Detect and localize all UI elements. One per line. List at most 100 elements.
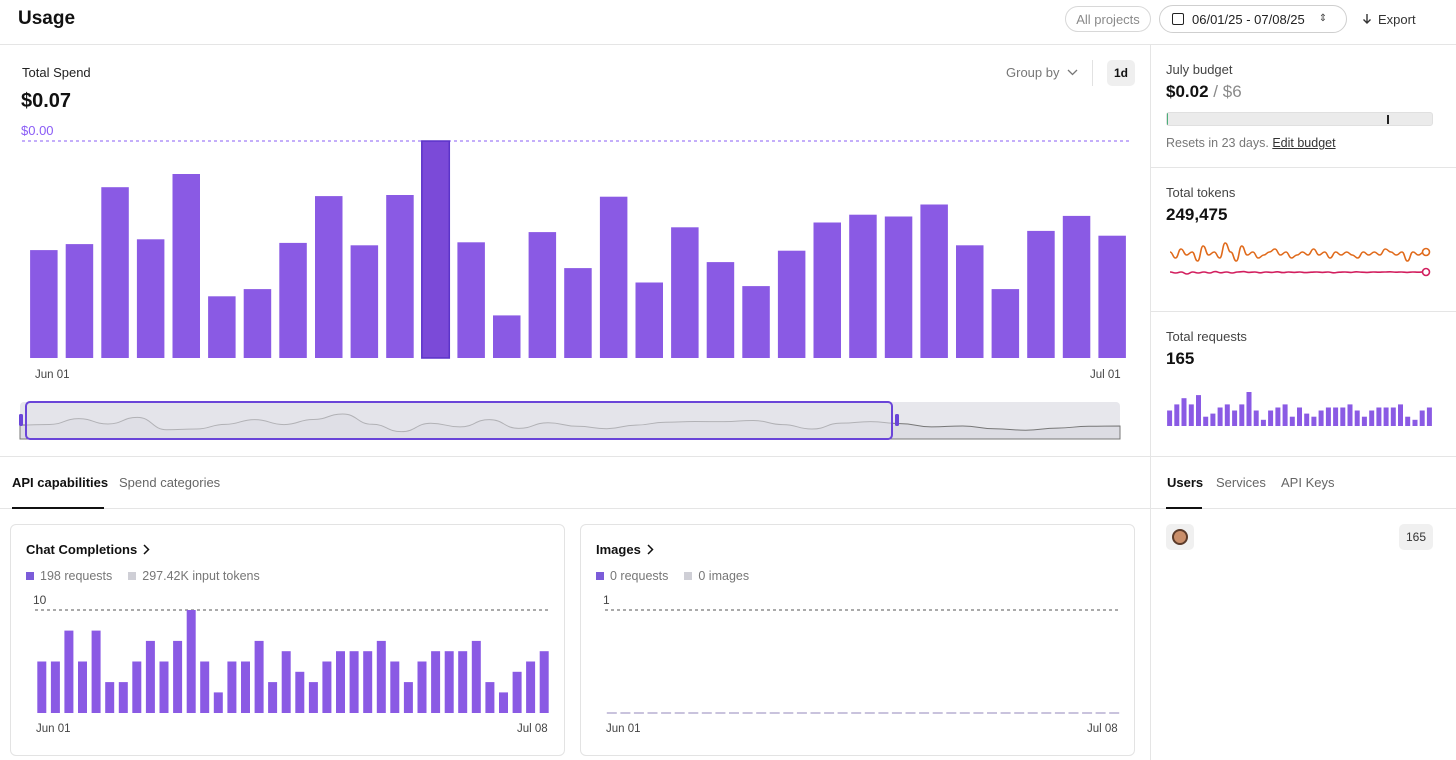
chat-bar[interactable] [241, 661, 250, 714]
images-bar[interactable] [987, 712, 997, 714]
spend-bar[interactable] [30, 250, 58, 358]
spend-bar[interactable] [849, 214, 877, 358]
images-bar[interactable] [932, 712, 943, 714]
images-bar[interactable] [810, 712, 821, 714]
chat-bar[interactable] [308, 682, 318, 713]
chat-bar[interactable] [403, 682, 413, 713]
spend-bar[interactable] [706, 262, 735, 358]
chat-bar[interactable] [363, 651, 373, 713]
chat-bar[interactable] [431, 651, 441, 713]
spend-bar[interactable] [493, 315, 521, 358]
images-bar[interactable] [851, 712, 862, 714]
images-bar[interactable] [1068, 712, 1079, 714]
images-bar[interactable] [701, 712, 712, 714]
spend-bar[interactable] [884, 216, 913, 359]
spend-bar[interactable] [315, 196, 343, 358]
chat-bar[interactable] [390, 661, 400, 714]
chat-bar[interactable] [444, 651, 454, 713]
images-bar[interactable] [688, 712, 699, 714]
images-bar[interactable] [756, 712, 767, 714]
chat-bar[interactable] [376, 640, 386, 713]
spend-bar[interactable] [101, 187, 129, 358]
images-bar[interactable] [946, 712, 957, 714]
chat-bar[interactable] [458, 651, 468, 713]
images-bar[interactable] [647, 712, 658, 714]
images-bar[interactable] [878, 712, 889, 714]
chat-bar[interactable] [336, 651, 345, 713]
spend-bar[interactable] [386, 195, 414, 358]
granularity-toggle[interactable]: 1d [1107, 60, 1135, 86]
spend-bar[interactable] [208, 296, 236, 358]
images-bar[interactable] [729, 712, 739, 714]
chat-bar[interactable] [213, 692, 223, 713]
group-by-dropdown[interactable]: Group by [1006, 65, 1078, 80]
spend-bar[interactable] [920, 204, 948, 359]
spend-bar[interactable] [136, 239, 165, 358]
images-bar[interactable] [742, 712, 753, 714]
spend-bar[interactable] [172, 174, 201, 358]
images-bar[interactable] [1041, 712, 1052, 714]
chat-bar[interactable] [485, 682, 495, 713]
chat-bar[interactable] [78, 661, 87, 714]
spend-bar[interactable] [421, 140, 451, 359]
spend-bar[interactable] [956, 245, 984, 358]
images-bar[interactable] [905, 712, 916, 714]
images-bar[interactable] [973, 712, 984, 714]
images-bar[interactable] [1000, 712, 1011, 714]
images-bar[interactable] [864, 712, 875, 714]
images-bar[interactable] [1054, 712, 1065, 714]
spend-bar[interactable] [528, 232, 557, 358]
project-filter-button[interactable]: All projects [1065, 6, 1151, 32]
spend-bar[interactable] [777, 250, 806, 358]
tab-services[interactable]: Services [1216, 475, 1266, 490]
spend-bar[interactable] [742, 286, 770, 358]
range-selection-window[interactable] [25, 401, 893, 440]
images-bar[interactable] [796, 712, 807, 714]
chat-bar[interactable] [145, 640, 155, 713]
chat-bar[interactable] [512, 671, 522, 713]
chat-bar[interactable] [471, 640, 481, 713]
chat-bar[interactable] [50, 661, 60, 714]
spend-bar[interactable] [279, 242, 307, 358]
chat-bar[interactable] [539, 651, 549, 713]
spend-bar[interactable] [991, 289, 1020, 358]
tab-api-capabilities[interactable]: API capabilities [12, 475, 109, 490]
images-bar[interactable] [674, 712, 685, 714]
images-bar[interactable] [1027, 712, 1038, 714]
chat-bar[interactable] [281, 651, 291, 713]
spend-bar[interactable] [457, 242, 485, 358]
spend-bar[interactable] [599, 196, 628, 358]
chat-bar[interactable] [499, 692, 508, 713]
images-title[interactable]: Images [596, 542, 654, 557]
edit-budget-link[interactable]: Edit budget [1272, 136, 1336, 150]
spend-bar[interactable] [564, 268, 592, 358]
spend-bar[interactable] [1027, 230, 1055, 358]
tab-api-keys[interactable]: API Keys [1281, 475, 1335, 490]
spend-bar[interactable] [1062, 215, 1091, 358]
images-bar[interactable] [919, 712, 930, 714]
range-handle-right[interactable] [895, 414, 899, 426]
chat-bar[interactable] [295, 671, 305, 713]
spend-bar[interactable] [1098, 235, 1126, 358]
date-range-picker[interactable]: 06/01/25 - 07/08/25 ⇕ [1159, 5, 1347, 33]
user-row[interactable]: 165 [1166, 524, 1433, 550]
chat-bar[interactable] [91, 630, 101, 713]
range-selector[interactable] [18, 400, 1122, 442]
chat-bar[interactable] [173, 640, 183, 713]
chat-bar[interactable] [254, 640, 264, 713]
images-bar[interactable] [959, 712, 970, 714]
spend-bar[interactable] [671, 227, 699, 358]
spend-bar[interactable] [65, 244, 94, 358]
spend-bar[interactable] [813, 222, 842, 359]
images-bar[interactable] [1109, 712, 1120, 714]
chat-bar[interactable] [200, 661, 210, 714]
images-bar[interactable] [606, 712, 617, 714]
images-bar[interactable] [633, 712, 644, 714]
images-bar[interactable] [1082, 712, 1093, 714]
spend-bar[interactable] [350, 245, 379, 358]
range-handle-left[interactable] [19, 414, 23, 426]
images-bar[interactable] [837, 712, 848, 714]
images-bar[interactable] [1014, 712, 1025, 714]
chat-bar[interactable] [105, 682, 115, 713]
chat-completions-title[interactable]: Chat Completions [26, 542, 150, 557]
